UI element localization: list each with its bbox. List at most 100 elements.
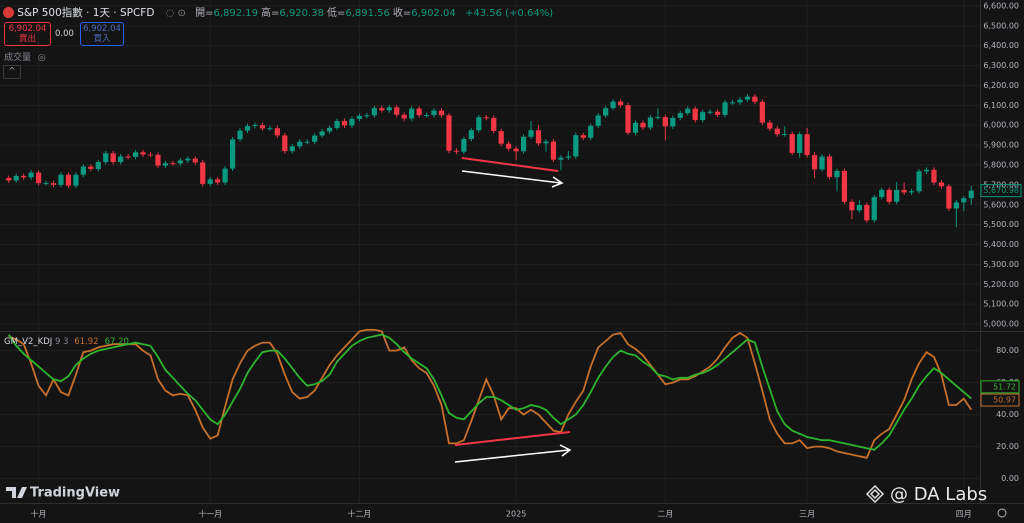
logo-icon: [6, 487, 27, 498]
candle-body: [588, 125, 594, 138]
watermark-icon: [865, 484, 885, 504]
volume-row: 成交量 ◎: [4, 50, 46, 63]
ohlc-value: 6,902.04: [411, 8, 456, 19]
candle-body: [595, 115, 601, 126]
candle-body: [655, 117, 661, 119]
candle-body: [573, 135, 579, 157]
indicator-line: [8, 328, 973, 459]
candle-body: [528, 130, 534, 137]
candle-body: [192, 158, 198, 163]
axis-value-box: [980, 380, 1020, 394]
ohlc-label: 開=: [195, 8, 214, 19]
candle-body: [423, 115, 430, 117]
sell-label: 賣出: [18, 34, 36, 44]
candle-body: [319, 131, 325, 136]
axis-value-label: 51.72: [993, 382, 1016, 391]
candle-body: [520, 136, 527, 152]
candle-body: [103, 153, 109, 163]
candle-body: [200, 162, 206, 184]
candle-body: [580, 135, 586, 138]
candle-body: [856, 204, 862, 211]
candle-body: [797, 134, 803, 153]
y-tick-label: 0.00: [1001, 474, 1019, 483]
y-tick-label: 6,200.00: [983, 81, 1019, 90]
candle-body: [938, 182, 945, 187]
candle-body: [162, 163, 169, 166]
candle-body: [961, 198, 967, 203]
ohlc: 開=6,892.19 高=6,920.38 低=6,891.56 收=6,902.04: [195, 8, 459, 19]
y-tick-label: 6,100.00: [983, 101, 1019, 110]
candle-body: [334, 121, 340, 128]
candle-body: [453, 150, 460, 152]
candle-body: [371, 108, 377, 116]
candle-body: [953, 202, 959, 209]
x-tick-label: 二月: [657, 510, 673, 519]
candle-body: [431, 110, 437, 116]
indicator-line: [7, 333, 972, 451]
arrow-head: [551, 176, 564, 188]
candle-body: [483, 117, 489, 119]
header-row: S&P 500指數 · 1天 · SPCFD ◌ ⊙ 開=6,892.19 高=6…: [3, 4, 553, 20]
icons[interactable]: ◌ ⊙: [165, 8, 186, 19]
y-tick-label: 5,400.00: [983, 240, 1019, 249]
candle-body: [864, 204, 870, 221]
candle-body: [729, 102, 736, 104]
candle-body: [558, 157, 564, 160]
settings-icon[interactable]: [997, 508, 1007, 518]
trend-line: [461, 157, 559, 172]
symbol-title[interactable]: S&P 500指數 · 1天 · SPCFD: [17, 7, 155, 19]
change: +43.56 (+0.64%): [464, 8, 554, 19]
axis-value-label: 50.97: [993, 396, 1016, 405]
indicator-legend: GM_V2_KDJ 9 3 61.92 67.20: [4, 337, 132, 347]
eye-icon[interactable]: ◎: [37, 53, 46, 63]
candle-body: [670, 117, 676, 127]
candle-body: [43, 183, 49, 185]
candle-body: [461, 138, 467, 152]
tradingview-logo: TradingView: [6, 486, 120, 501]
candle-body: [73, 174, 79, 186]
candle-body: [21, 175, 27, 178]
candle-body: [782, 133, 788, 135]
y-tick-label: 40.00: [996, 410, 1019, 419]
ohlc-value: 6,891.56: [345, 8, 390, 19]
candle-body: [468, 130, 474, 139]
ohlc-label: 低=: [326, 8, 346, 19]
y-tick-label: 6,500.00: [983, 21, 1019, 30]
candle-body: [341, 121, 348, 126]
x-tick-label: 十一月: [198, 509, 222, 519]
candle-body: [640, 122, 646, 128]
candle-body: [886, 189, 892, 202]
x-tick-label: 四月: [956, 510, 972, 519]
candle-body: [662, 117, 668, 127]
buy-label: 買入: [93, 34, 111, 44]
candle-body: [774, 128, 780, 135]
candle-body: [737, 99, 743, 103]
candle-body: [132, 152, 139, 157]
y-tick-label: 6,400.00: [983, 41, 1019, 50]
x-tick-label: 2025: [506, 510, 526, 519]
candle-body: [215, 179, 221, 183]
candle-body: [550, 141, 557, 160]
candle-body: [826, 156, 833, 178]
candle-body: [170, 163, 176, 165]
collapse-button[interactable]: ^: [3, 65, 21, 79]
candle-body: [707, 111, 713, 113]
x-tick-label: 十月: [31, 509, 47, 519]
arrow-line: [461, 170, 562, 184]
y-tick-label: 5,800.00: [983, 161, 1019, 170]
last-price-label: 5,670.98: [983, 186, 1019, 195]
candle-body: [401, 114, 407, 119]
buy-button[interactable]: 6,902.04 買入: [80, 22, 124, 46]
y-tick-label: 5,000.00: [983, 320, 1019, 329]
ohlc-label: 高=: [261, 8, 280, 19]
candle-body: [386, 107, 392, 111]
sell-button[interactable]: 6,902.04 賣出: [4, 22, 51, 46]
arrow-line: [454, 449, 570, 463]
watermark: @ DA Labs: [865, 484, 987, 505]
candle-body: [535, 130, 542, 144]
logo-text: TradingView: [30, 486, 120, 501]
sell-price: 6,902.04: [8, 24, 47, 34]
